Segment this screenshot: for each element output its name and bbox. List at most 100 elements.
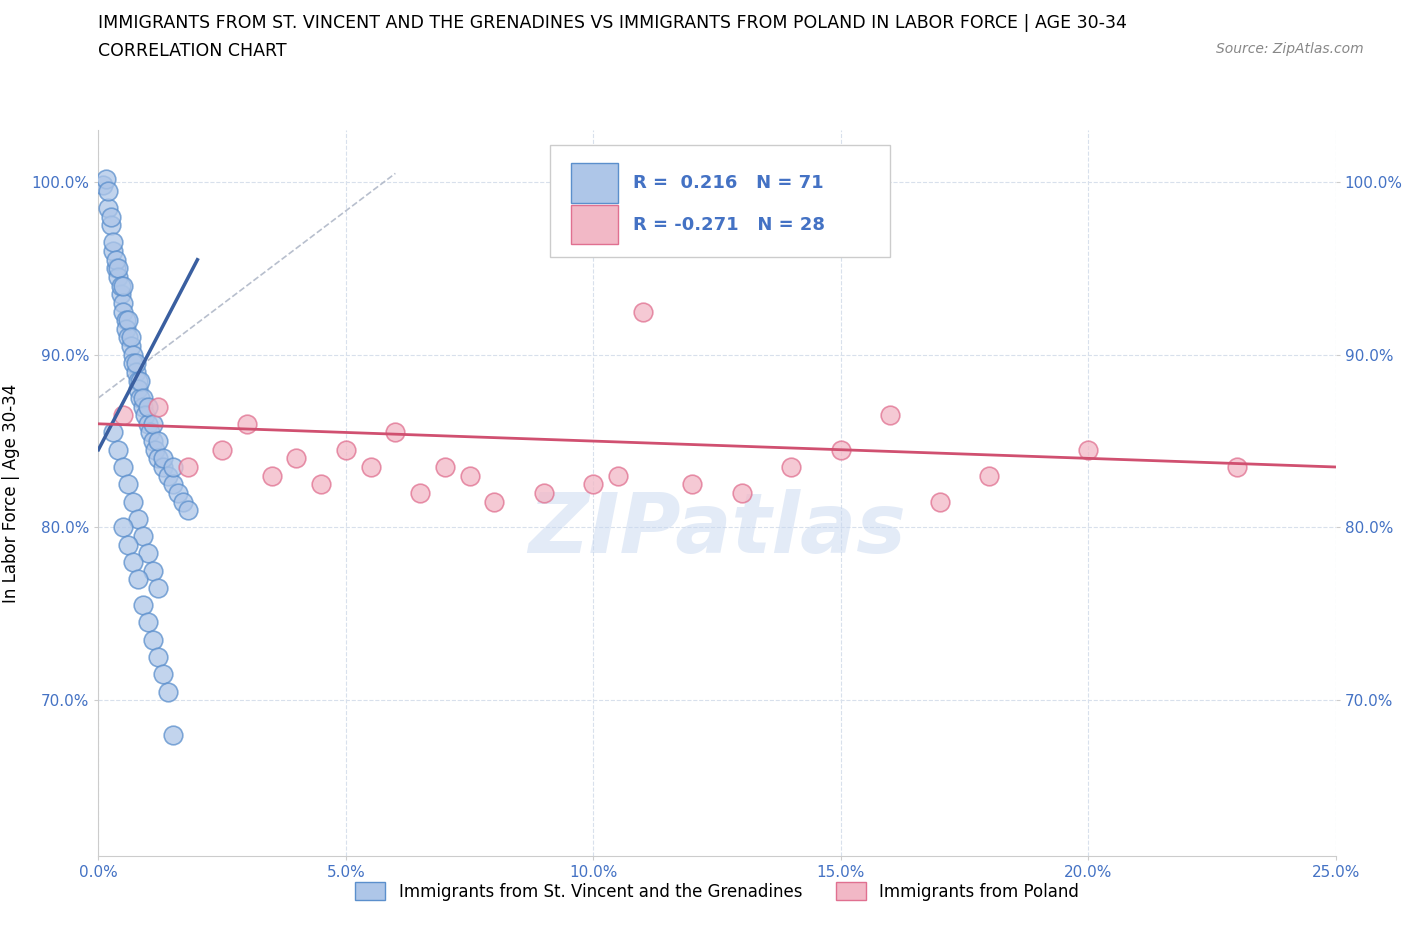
Point <box>176 459 198 474</box>
Point <box>146 433 169 448</box>
Point <box>236 417 259 432</box>
Point <box>122 554 145 569</box>
Point <box>211 443 233 458</box>
Point <box>117 538 139 552</box>
FancyBboxPatch shape <box>550 145 890 258</box>
Point <box>162 727 184 742</box>
Point <box>139 425 162 440</box>
Point <box>100 218 122 232</box>
Point <box>260 468 283 483</box>
Point <box>112 407 135 422</box>
Point <box>129 373 152 388</box>
Point <box>879 407 901 422</box>
Point <box>112 278 135 293</box>
Point <box>122 494 145 509</box>
Point <box>117 312 139 327</box>
Point <box>582 477 605 492</box>
Text: Source: ZipAtlas.com: Source: ZipAtlas.com <box>1216 42 1364 56</box>
Point <box>120 339 142 353</box>
Point <box>607 468 630 483</box>
Point <box>731 485 754 500</box>
Point <box>142 433 165 448</box>
Text: CORRELATION CHART: CORRELATION CHART <box>98 42 287 60</box>
Point <box>112 520 135 535</box>
Point <box>285 451 308 466</box>
FancyBboxPatch shape <box>571 205 619 245</box>
Point <box>143 443 166 458</box>
Y-axis label: In Labor Force | Age 30-34: In Labor Force | Age 30-34 <box>3 383 20 603</box>
Point <box>830 443 852 458</box>
Point <box>120 330 142 345</box>
Point <box>110 278 132 293</box>
Point <box>979 468 1001 483</box>
Point <box>360 459 382 474</box>
Point <box>146 649 169 664</box>
Point <box>142 417 165 432</box>
Text: R = -0.271   N = 28: R = -0.271 N = 28 <box>633 216 825 233</box>
Point <box>780 459 803 474</box>
Point <box>107 443 129 458</box>
Point <box>533 485 555 500</box>
Point <box>127 572 149 587</box>
Point <box>172 494 194 509</box>
Point <box>156 684 179 699</box>
Legend: Immigrants from St. Vincent and the Grenadines, Immigrants from Poland: Immigrants from St. Vincent and the Gren… <box>347 874 1087 909</box>
Point <box>162 477 184 492</box>
Point <box>103 425 125 440</box>
Point <box>928 494 950 509</box>
Point <box>142 564 165 578</box>
Point <box>136 615 159 630</box>
Point <box>127 512 149 526</box>
Point <box>93 178 115 193</box>
Point <box>97 183 120 198</box>
Point <box>631 304 654 319</box>
Point <box>134 407 156 422</box>
Point <box>100 209 122 224</box>
Point <box>117 477 139 492</box>
Point <box>176 503 198 518</box>
Point <box>124 356 146 371</box>
Point <box>681 477 703 492</box>
Point <box>112 304 135 319</box>
Point <box>162 459 184 474</box>
Point <box>484 494 506 509</box>
Point <box>152 451 174 466</box>
Point <box>114 322 136 337</box>
Point <box>110 286 132 301</box>
Point <box>103 244 125 259</box>
Point <box>156 468 179 483</box>
Point <box>433 459 456 474</box>
Point <box>112 459 135 474</box>
Point <box>114 312 136 327</box>
Point <box>458 468 481 483</box>
Point <box>146 451 169 466</box>
Text: R =  0.216   N = 71: R = 0.216 N = 71 <box>633 174 824 193</box>
Point <box>132 528 155 543</box>
Point <box>124 365 146 379</box>
Point <box>103 235 125 250</box>
Point <box>117 330 139 345</box>
Text: IMMIGRANTS FROM ST. VINCENT AND THE GRENADINES VS IMMIGRANTS FROM POLAND IN LABO: IMMIGRANTS FROM ST. VINCENT AND THE GREN… <box>98 14 1128 32</box>
Point <box>129 391 152 405</box>
Point <box>122 356 145 371</box>
Point <box>127 382 149 397</box>
Point <box>142 632 165 647</box>
Point <box>136 546 159 561</box>
Point <box>122 347 145 362</box>
Point <box>384 425 406 440</box>
Point <box>127 373 149 388</box>
Point <box>132 391 155 405</box>
Point <box>132 598 155 613</box>
Point <box>152 459 174 474</box>
Point <box>107 261 129 276</box>
Point <box>136 417 159 432</box>
Point <box>132 399 155 414</box>
Point <box>136 399 159 414</box>
Point <box>104 252 127 267</box>
Point <box>94 171 117 186</box>
Point <box>97 201 120 216</box>
Point <box>107 270 129 285</box>
Text: ZIPatlas: ZIPatlas <box>529 488 905 570</box>
FancyBboxPatch shape <box>571 163 619 203</box>
Point <box>1226 459 1249 474</box>
